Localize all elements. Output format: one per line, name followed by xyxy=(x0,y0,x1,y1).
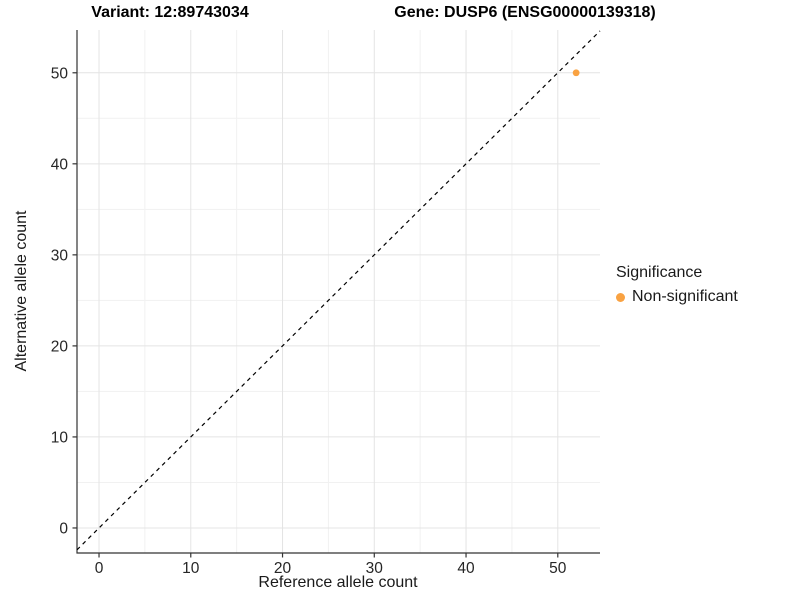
legend-item-label: Non-significant xyxy=(632,288,738,305)
variant-title: Variant: 12:89743034 xyxy=(91,4,249,21)
x-axis-label: Reference allele count xyxy=(258,574,418,591)
x-tick-label: 20 xyxy=(274,560,292,577)
y-tick-label: 50 xyxy=(51,65,69,82)
y-tick-label: 20 xyxy=(51,338,69,355)
y-tick-label: 40 xyxy=(51,156,69,173)
gene-title: Gene: DUSP6 (ENSG00000139318) xyxy=(394,4,656,21)
y-tick-label: 30 xyxy=(51,247,69,264)
legend-title: Significance xyxy=(616,264,703,281)
x-tick-label: 10 xyxy=(182,560,200,577)
x-tick-label: 0 xyxy=(95,560,104,577)
legend-swatch-icon xyxy=(616,292,625,302)
legend-item: Non-significant xyxy=(616,288,738,306)
y-tick-label: 10 xyxy=(51,429,69,446)
x-tick-label: 50 xyxy=(549,560,567,577)
legend: Significance Non-significant xyxy=(616,264,738,306)
y-tick-label: 0 xyxy=(59,520,68,537)
data-point xyxy=(572,69,580,77)
y-axis-label: Alternative allele count xyxy=(13,210,30,372)
x-tick-label: 30 xyxy=(366,560,384,577)
legend-items: Non-significant xyxy=(616,288,738,306)
identity-line xyxy=(76,30,601,551)
x-tick-label: 40 xyxy=(457,560,475,577)
